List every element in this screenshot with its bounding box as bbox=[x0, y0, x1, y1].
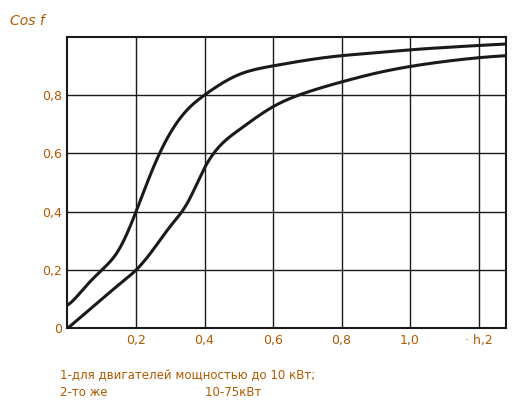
Text: Cos f: Cos f bbox=[10, 14, 45, 28]
Text: 1-для двигателей мощностью до 10 кВт;: 1-для двигателей мощностью до 10 кВт; bbox=[60, 368, 315, 381]
Text: 2-то же                          10-75кВт: 2-то же 10-75кВт bbox=[60, 386, 261, 399]
